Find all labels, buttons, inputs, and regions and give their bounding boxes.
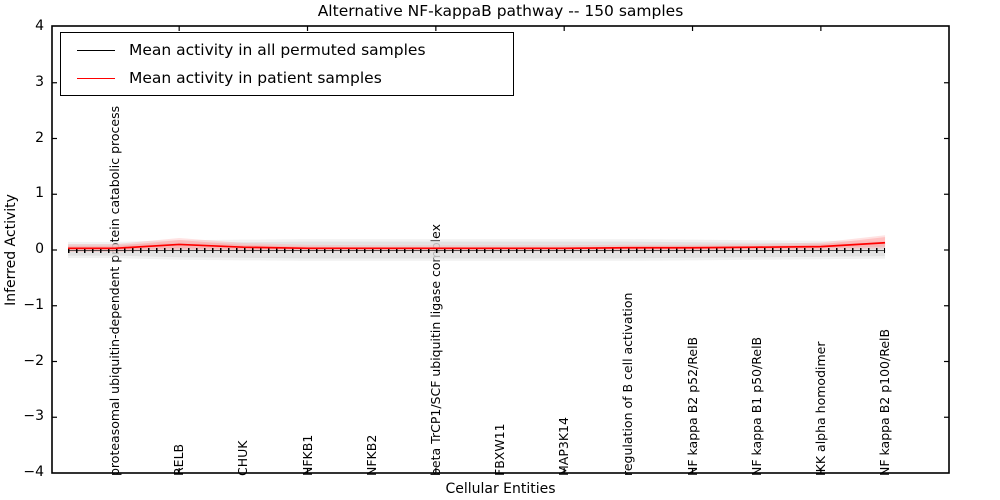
legend-item-patient: Mean activity in patient samples <box>61 64 513 92</box>
y-tick-label: −2 <box>23 352 44 369</box>
y-tick-label: −1 <box>23 296 44 313</box>
legend: Mean activity in all permuted samples Me… <box>60 32 514 96</box>
patient-mean-line <box>68 241 886 250</box>
x-axis-label: Cellular Entities <box>445 481 556 497</box>
legend-item-permuted: Mean activity in all permuted samples <box>61 36 513 64</box>
y-tick-label: 3 <box>35 73 44 90</box>
y-tick-label: 4 <box>35 18 44 34</box>
y-tick-label: 0 <box>35 241 44 257</box>
y-tick-label: 2 <box>35 129 44 146</box>
y-tick-label: 1 <box>35 185 44 202</box>
y-tick-label: −3 <box>23 408 44 425</box>
legend-line-permuted-icon <box>77 49 115 51</box>
y-tick-label: −4 <box>23 464 44 480</box>
patient-band <box>68 237 886 250</box>
legend-line-patient-icon <box>77 77 115 79</box>
legend-label-permuted: Mean activity in all permuted samples <box>129 41 426 59</box>
legend-label-patient: Mean activity in patient samples <box>129 69 382 87</box>
chart-title: Alternative NF-kappaB pathway -- 150 sam… <box>317 2 684 20</box>
